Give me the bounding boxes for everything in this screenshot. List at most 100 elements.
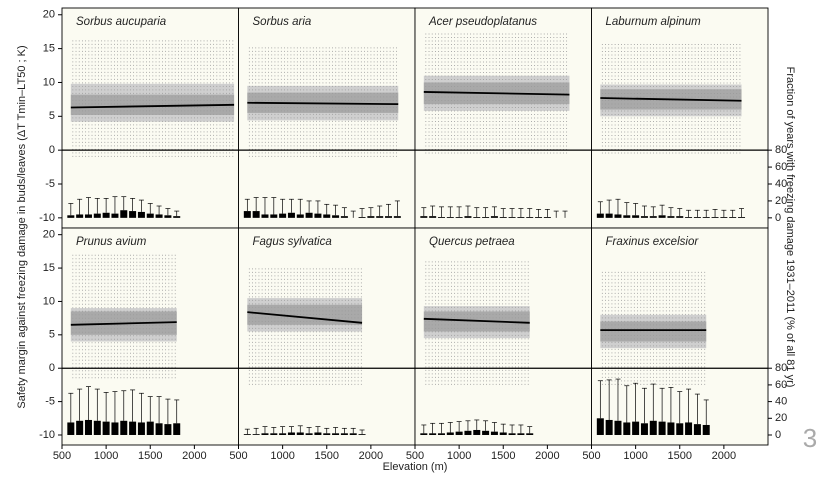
bar (614, 420, 622, 435)
y-tick-label: 0 (49, 144, 55, 156)
y2-tick-label: 60 (775, 379, 787, 391)
panel-title: Fraxinus excelsior (606, 236, 700, 248)
bar (164, 424, 172, 435)
bar (473, 217, 481, 218)
panel-title: Sorbus aucuparia (76, 16, 166, 28)
trend-line (247, 311, 363, 324)
bar (137, 422, 145, 435)
y2-tick-label: 60 (775, 161, 787, 173)
bar (84, 214, 92, 218)
bar (535, 217, 543, 218)
bar (270, 433, 278, 435)
bar (296, 214, 304, 218)
bar (164, 215, 172, 218)
bar (155, 214, 163, 218)
panel-title: Prunus avium (76, 236, 147, 248)
bar (67, 215, 75, 218)
bar (420, 433, 428, 435)
bar (261, 433, 269, 435)
bar (455, 431, 463, 435)
bar (146, 213, 154, 218)
bar (596, 213, 604, 218)
trend-line (247, 101, 399, 106)
band-inner (70, 94, 235, 115)
bar (685, 217, 693, 218)
bar (508, 217, 516, 218)
trend-line (70, 321, 177, 326)
x-tick-label: 500 (406, 450, 424, 462)
bar (243, 211, 251, 218)
bar (667, 422, 675, 435)
bar (367, 216, 375, 218)
bar (93, 213, 101, 218)
bar (305, 433, 313, 435)
bar (605, 213, 613, 218)
x-tick-label: 2000 (182, 450, 206, 462)
trend-line (423, 317, 530, 324)
y2-tick-label: 40 (775, 178, 787, 190)
x-tick-label: 500 (53, 450, 71, 462)
bar (93, 420, 101, 435)
y-tick-label: 0 (49, 362, 55, 374)
bar (76, 420, 84, 435)
bar (340, 433, 348, 435)
bar (420, 216, 428, 218)
x-axis-label: Elevation (m) (383, 461, 448, 473)
y2-axis-label: Fraction of years with freezing damage 1… (784, 67, 796, 388)
bar (490, 431, 498, 435)
bar (323, 214, 331, 218)
y-tick-label: 5 (49, 110, 55, 122)
bar (129, 211, 137, 218)
bar (385, 216, 393, 218)
bar (464, 430, 472, 435)
y-tick-label: 10 (43, 295, 55, 307)
panel-title: Acer pseudoplatanus (428, 16, 537, 28)
y-tick-label: 5 (49, 329, 55, 341)
y2-tick-label: 0 (775, 212, 781, 224)
bar (243, 434, 251, 435)
bar (102, 421, 110, 435)
y-tick-label: 10 (43, 76, 55, 88)
bar (437, 217, 445, 218)
bar (623, 215, 631, 218)
bar (155, 423, 163, 435)
x-tick-label: 1500 (668, 450, 692, 462)
bar (102, 212, 110, 218)
y2-tick-label: 20 (775, 412, 787, 424)
y-tick-label: -5 (45, 396, 55, 408)
bar (111, 422, 119, 435)
y-tick-label: 20 (43, 229, 55, 241)
trend-line (600, 97, 742, 102)
bar (738, 217, 746, 218)
panel-title: Quercus petraea (429, 236, 515, 248)
bar (76, 214, 84, 218)
trend-line (423, 91, 570, 96)
bar (508, 433, 516, 435)
bar (120, 210, 128, 218)
x-tick-label: 2000 (712, 450, 736, 462)
bar (340, 216, 348, 218)
bar (702, 217, 710, 218)
x-tick-label: 1500 (315, 450, 339, 462)
bar (729, 217, 737, 218)
bar (279, 213, 287, 218)
bar (649, 216, 657, 218)
bar (605, 419, 613, 435)
bar (623, 422, 631, 435)
bar (120, 420, 128, 435)
bar (640, 216, 648, 218)
panel-title: Fagus sylvatica (253, 236, 332, 248)
bar (649, 420, 657, 435)
bar (693, 424, 701, 435)
bar (676, 216, 684, 218)
y-tick-label: 15 (43, 262, 55, 274)
bar (667, 216, 675, 218)
bar (658, 215, 666, 218)
bar (358, 217, 366, 218)
x-tick-label: 1000 (623, 450, 647, 462)
bar (314, 213, 322, 218)
bar (517, 217, 525, 218)
bar (296, 432, 304, 435)
bar (252, 211, 260, 218)
bar (446, 432, 454, 435)
